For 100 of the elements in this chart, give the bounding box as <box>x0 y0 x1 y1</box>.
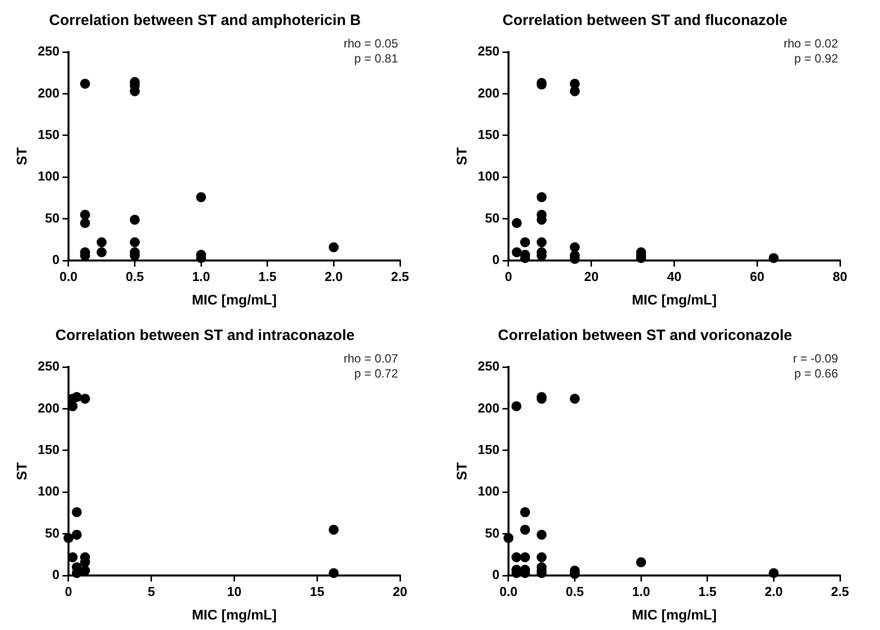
point <box>96 247 107 258</box>
x-tick-label: 1.0 <box>192 268 210 284</box>
x-tick-label: 2.5 <box>390 268 410 284</box>
y-tick-label: 250 <box>478 358 500 374</box>
point <box>72 507 82 518</box>
point <box>570 394 580 404</box>
x-tick-label: 0.5 <box>566 584 584 599</box>
point <box>80 566 90 576</box>
point <box>503 533 514 544</box>
annotation: p = 0.72 <box>354 366 398 380</box>
y-tick-label: 0 <box>52 567 60 582</box>
point <box>536 192 547 202</box>
x-axis-title: MIC [mg/mL] <box>192 606 277 622</box>
x-tick-label: 60 <box>750 268 764 284</box>
chart-title: Correlation between ST and fluconazole <box>502 12 788 30</box>
point <box>80 218 90 228</box>
y-tick-label: 150 <box>478 127 500 142</box>
y-tick-label: 200 <box>38 400 60 416</box>
x-tick-label: 15 <box>310 584 324 599</box>
point <box>520 552 530 562</box>
y-axis-title: ST <box>453 146 470 166</box>
y-axis-title: ST <box>13 462 30 480</box>
x-tick-label: 5 <box>148 584 155 599</box>
point <box>63 533 74 544</box>
chart-title: Correlation between ST and voriconazole <box>498 327 792 344</box>
y-tick-label: 100 <box>478 484 500 499</box>
text: rho = 0.05 <box>344 36 398 50</box>
y-tick-label: 150 <box>478 442 500 458</box>
chart-title: Correlation between ST and amphotericin B <box>49 12 362 30</box>
point <box>570 242 580 252</box>
point <box>328 524 339 535</box>
x-tick-label: 0.0 <box>499 584 518 599</box>
y-axis-title: ST <box>453 462 470 480</box>
point <box>768 568 779 578</box>
y-tick-label: 150 <box>38 127 60 142</box>
point <box>130 214 140 225</box>
point <box>512 218 522 228</box>
x-tick-label: 10 <box>227 584 242 599</box>
text: r = -0.09 <box>792 351 838 366</box>
x-tick-label: 2.0 <box>764 584 783 599</box>
point <box>520 237 530 248</box>
y-tick-label: 100 <box>38 484 60 499</box>
y-tick-label: 0 <box>52 252 60 268</box>
point <box>511 552 522 562</box>
x-axis-title: MIC [mg/mL] <box>632 291 717 308</box>
annotation: p = 0.92 <box>794 51 838 66</box>
x-axis-title: MIC [mg/mL] <box>192 291 277 308</box>
point <box>768 253 779 264</box>
x-tick-label: 1.5 <box>698 584 716 599</box>
y-tick-label: 200 <box>478 85 500 100</box>
point <box>72 392 82 402</box>
point <box>520 507 530 518</box>
point <box>570 86 580 96</box>
y-tick-label: 250 <box>478 44 500 59</box>
point <box>328 568 339 578</box>
point <box>80 394 90 404</box>
y-tick-label: 200 <box>38 85 60 100</box>
x-axis-title: MIC [mg/mL] <box>632 606 717 622</box>
y-tick-label: 50 <box>485 525 500 540</box>
y-tick-label: 250 <box>38 358 60 374</box>
point <box>512 247 522 258</box>
point <box>536 530 547 540</box>
point <box>80 210 90 220</box>
y-tick-label: 50 <box>45 525 60 540</box>
x-tick-label: 0.0 <box>59 268 78 284</box>
y-tick-label: 200 <box>478 400 500 416</box>
x-tick-label: 40 <box>667 268 682 284</box>
point <box>96 237 107 248</box>
chart-title: Correlation between ST and intraconazole <box>55 327 355 344</box>
y-tick-label: 0 <box>492 252 500 268</box>
y-tick-label: 100 <box>478 168 500 184</box>
point <box>536 552 547 562</box>
y-tick-label: 50 <box>45 210 60 226</box>
y-tick-label: 250 <box>38 44 60 59</box>
x-tick-label: 2.0 <box>324 268 343 284</box>
x-tick-label: 20 <box>584 268 599 284</box>
x-tick-label: 1.5 <box>258 268 276 284</box>
annotation: p = 0.66 <box>794 366 838 380</box>
x-tick-label: 0 <box>64 584 72 599</box>
annotation: p = 0.81 <box>354 51 398 66</box>
text: rho = 0.07 <box>344 351 398 366</box>
point <box>511 401 522 412</box>
point <box>130 237 140 248</box>
x-tick-label: 0.5 <box>126 268 144 284</box>
y-tick-label: 100 <box>38 168 60 184</box>
x-tick-label: 20 <box>392 584 408 599</box>
point <box>328 242 339 252</box>
y-tick-label: 50 <box>485 210 500 226</box>
point <box>636 557 646 568</box>
x-tick-label: 2.5 <box>830 584 850 599</box>
x-tick-label: 80 <box>832 268 848 284</box>
y-axis-title: ST <box>13 146 30 166</box>
text: rho = 0.02 <box>784 36 838 50</box>
point <box>72 530 82 540</box>
point <box>520 524 530 535</box>
x-tick-label: 0 <box>504 268 512 284</box>
point <box>196 192 206 202</box>
y-tick-label: 0 <box>492 567 500 582</box>
y-tick-label: 150 <box>38 442 60 458</box>
point <box>80 78 90 89</box>
